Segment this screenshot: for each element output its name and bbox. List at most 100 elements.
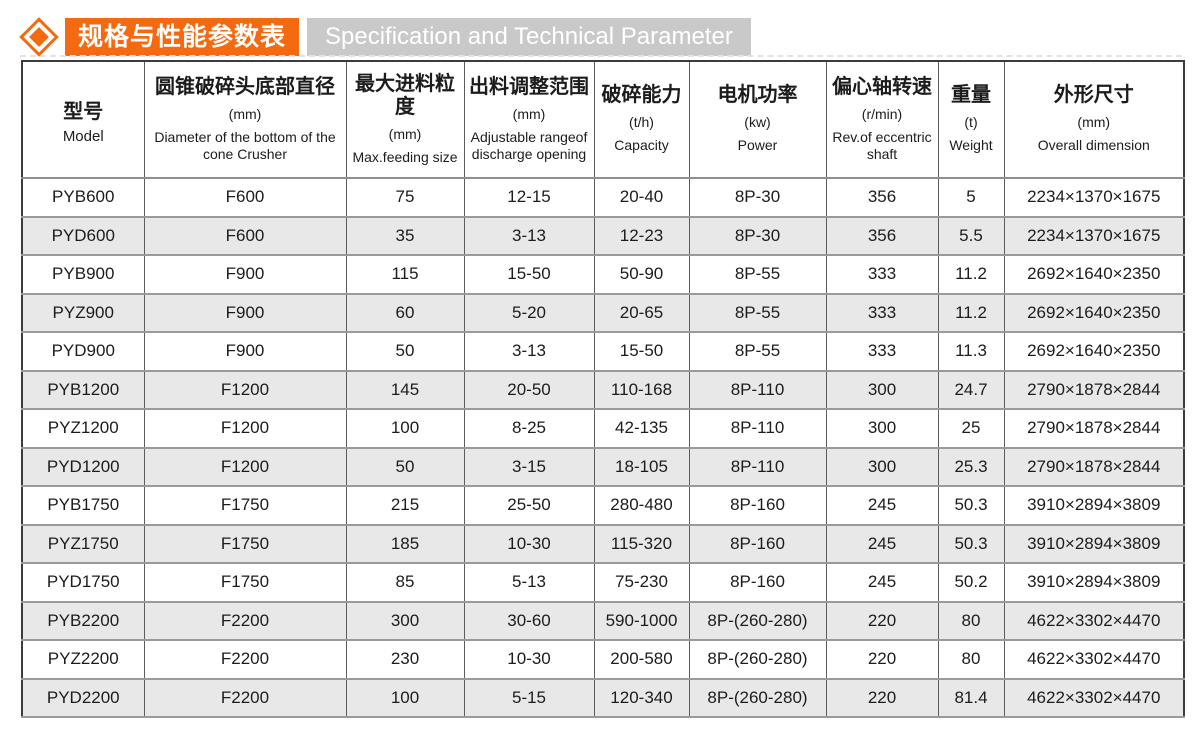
value-cell: 2692×1640×2350 [1003, 254, 1185, 295]
column-header-en: Power [737, 137, 778, 154]
value-cell: F1750 [143, 485, 347, 526]
model-cell: PYZ900 [21, 292, 145, 333]
spec-table: 型号 Model 圆锥破碎头底部直径 (mm) Diameter of the bott… [21, 60, 1185, 718]
column-header-unit: (mm) [388, 125, 422, 142]
value-cell: 8P-55 [688, 331, 827, 372]
value-cell: 8P-160 [688, 562, 827, 603]
value-cell: 8P-55 [688, 292, 827, 333]
value-cell: 8P-30 [688, 215, 827, 256]
value-cell: 15-50 [463, 254, 595, 295]
value-cell: 20-50 [463, 369, 595, 410]
model-cell: PYD2200 [21, 677, 145, 718]
column-header-en: Model [62, 127, 104, 145]
value-cell: 15-50 [593, 331, 690, 372]
table-row: PYD1750 F1750 85 5-13 75-230 8P-160 245 50.2 391… [21, 562, 1185, 603]
value-cell: 245 [825, 523, 939, 564]
value-cell: 300 [825, 408, 939, 449]
table-row: PYZ2200 F2200 230 10-30 200-580 8P-(260-280) 2… [21, 639, 1185, 680]
table-row: PYZ1200 F1200 100 8-25 42-135 8P-110 300 25 2790… [21, 408, 1185, 449]
section-title-bar: 规格与性能参数表 Specification and Technical Par… [19, 17, 751, 57]
column-header-zh: 破碎能力 [601, 84, 682, 107]
value-cell: 80 [937, 639, 1005, 680]
value-cell: F2200 [143, 600, 347, 641]
column-header-zh: 外形尺寸 [1053, 84, 1134, 107]
value-cell: 333 [825, 292, 939, 333]
column-header-zh: 出料调整范围 [469, 75, 589, 98]
value-cell: 356 [825, 215, 939, 256]
value-cell: 25 [937, 408, 1005, 449]
value-cell: F2200 [143, 639, 347, 680]
value-cell: 75-230 [593, 562, 690, 603]
table-row: PYZ900 F900 60 5-20 20-65 8P-55 333 11.2 2692×16… [21, 292, 1185, 333]
value-cell: 8P-(260-280) [688, 639, 827, 680]
value-cell: 10-30 [463, 639, 595, 680]
value-cell: 2790×1878×2844 [1003, 369, 1185, 410]
column-header-unit: (r/min) [861, 105, 903, 122]
page-title-chinese: 规格与性能参数表 [65, 18, 300, 56]
column-header-unit: (mm) [1077, 114, 1111, 131]
value-cell: 8P-110 [688, 369, 827, 410]
model-cell: PYB900 [21, 254, 145, 295]
value-cell: 60 [345, 292, 465, 333]
value-cell: 4622×3302×4470 [1003, 639, 1185, 680]
value-cell: 333 [825, 254, 939, 295]
model-cell: PYB600 [21, 177, 145, 218]
value-cell: 3910×2894×3809 [1003, 523, 1185, 564]
value-cell: F1200 [143, 446, 347, 487]
value-cell: 2692×1640×2350 [1003, 331, 1185, 372]
value-cell: 8P-55 [688, 254, 827, 295]
value-cell: 245 [825, 562, 939, 603]
table-row: PYB600 F600 75 12-15 20-40 8P-30 356 5 2234×1370… [21, 177, 1185, 218]
value-cell: 300 [825, 446, 939, 487]
value-cell: 50 [345, 446, 465, 487]
value-cell: 3-13 [463, 331, 595, 372]
value-cell: 200-580 [593, 639, 690, 680]
model-cell: PYD1200 [21, 446, 145, 487]
dashed-divider [20, 55, 1182, 57]
value-cell: F900 [143, 331, 347, 372]
column-header-8: 外形尺寸 (mm) Overall dimension [1003, 61, 1185, 179]
table-row: PYB1200 F1200 145 20-50 110-168 8P-110 300 24.7… [21, 369, 1185, 410]
value-cell: F900 [143, 292, 347, 333]
value-cell: 220 [825, 639, 939, 680]
value-cell: 20-40 [593, 177, 690, 218]
value-cell: 3-13 [463, 215, 595, 256]
value-cell: 8P-160 [688, 523, 827, 564]
value-cell: 20-65 [593, 292, 690, 333]
column-header-1: 圆锥破碎头底部直径 (mm) Diameter of the bottom of t… [143, 61, 347, 179]
model-cell: PYZ2200 [21, 639, 145, 680]
column-header-zh: 偏心轴转速 [832, 75, 932, 98]
value-cell: 5 [937, 177, 1005, 218]
value-cell: 50-90 [593, 254, 690, 295]
value-cell: F600 [143, 215, 347, 256]
value-cell: 100 [345, 408, 465, 449]
value-cell: 220 [825, 677, 939, 718]
value-cell: 11.2 [937, 292, 1005, 333]
value-cell: 50.2 [937, 562, 1005, 603]
value-cell: 80 [937, 600, 1005, 641]
table-row: PYD1200 F1200 50 3-15 18-105 8P-110 300 25.3 279… [21, 446, 1185, 487]
value-cell: F600 [143, 177, 347, 218]
value-cell: 5-15 [463, 677, 595, 718]
value-cell: 75 [345, 177, 465, 218]
column-header-4: 破碎能力 (t/h) Capacity [593, 61, 690, 179]
value-cell: 115 [345, 254, 465, 295]
table-row: PYB900 F900 115 15-50 50-90 8P-55 333 11.2 2692×… [21, 254, 1185, 295]
value-cell: 2790×1878×2844 [1003, 408, 1185, 449]
value-cell: 8P-110 [688, 408, 827, 449]
value-cell: 110-168 [593, 369, 690, 410]
value-cell: 245 [825, 485, 939, 526]
column-header-0: 型号 Model [21, 61, 145, 179]
column-header-5: 电机功率 (kw) Power [688, 61, 827, 179]
value-cell: 100 [345, 677, 465, 718]
value-cell: 8P-(260-280) [688, 600, 827, 641]
table-row: PYD900 F900 50 3-13 15-50 8P-55 333 11.3 2692×16… [21, 331, 1185, 372]
value-cell: 115-320 [593, 523, 690, 564]
column-header-en: Diameter of the bottom of the cone Crush… [154, 128, 336, 162]
table-row: PYB1750 F1750 215 25-50 280-480 8P-160 245 50.3… [21, 485, 1185, 526]
value-cell: 220 [825, 600, 939, 641]
model-cell: PYD1750 [21, 562, 145, 603]
value-cell: 4622×3302×4470 [1003, 600, 1185, 641]
value-cell: 185 [345, 523, 465, 564]
value-cell: 3910×2894×3809 [1003, 485, 1185, 526]
